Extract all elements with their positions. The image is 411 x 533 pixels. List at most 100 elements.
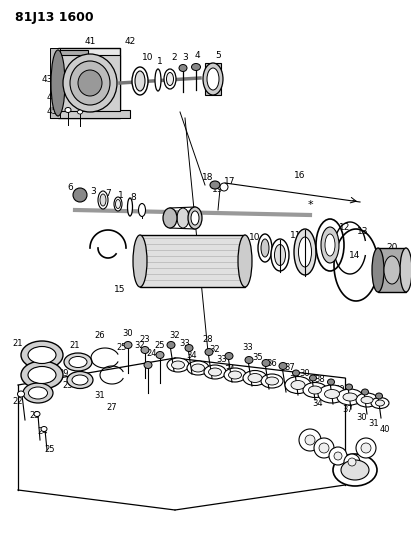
- Ellipse shape: [261, 239, 269, 257]
- Bar: [58, 50, 88, 116]
- Ellipse shape: [78, 70, 102, 96]
- Text: 18: 18: [202, 174, 214, 182]
- Text: 7: 7: [105, 189, 111, 198]
- Ellipse shape: [271, 239, 289, 271]
- Text: 36: 36: [267, 359, 277, 368]
- Text: 27: 27: [107, 403, 117, 413]
- Text: 37: 37: [285, 364, 296, 373]
- Ellipse shape: [132, 67, 148, 95]
- Text: 24: 24: [147, 350, 157, 359]
- Text: 14: 14: [349, 252, 361, 261]
- Text: 23: 23: [30, 410, 40, 419]
- Circle shape: [348, 458, 356, 466]
- Text: 23: 23: [63, 381, 73, 390]
- Ellipse shape: [28, 387, 48, 399]
- Ellipse shape: [372, 248, 384, 292]
- Ellipse shape: [72, 375, 88, 385]
- Ellipse shape: [141, 346, 149, 353]
- Ellipse shape: [204, 365, 226, 379]
- Ellipse shape: [185, 344, 193, 351]
- Text: 15: 15: [114, 286, 126, 295]
- Ellipse shape: [177, 208, 189, 228]
- Ellipse shape: [135, 71, 145, 91]
- Bar: [140, 235, 245, 287]
- Ellipse shape: [291, 381, 305, 390]
- Bar: [58, 55, 120, 111]
- Ellipse shape: [67, 372, 93, 389]
- Ellipse shape: [34, 411, 40, 416]
- Ellipse shape: [205, 349, 213, 356]
- Ellipse shape: [124, 342, 132, 349]
- Ellipse shape: [248, 374, 262, 383]
- Ellipse shape: [51, 50, 65, 116]
- Ellipse shape: [70, 61, 110, 105]
- Ellipse shape: [371, 398, 389, 408]
- Text: 9: 9: [272, 243, 278, 252]
- Text: 81J13 1600: 81J13 1600: [15, 12, 94, 25]
- Text: 37: 37: [343, 406, 353, 415]
- Text: 32: 32: [290, 376, 300, 384]
- Ellipse shape: [279, 362, 287, 369]
- Ellipse shape: [346, 384, 353, 390]
- Text: 28: 28: [363, 398, 373, 407]
- Ellipse shape: [303, 383, 327, 398]
- Circle shape: [220, 183, 228, 191]
- Ellipse shape: [341, 460, 369, 480]
- Text: 17: 17: [224, 177, 236, 187]
- Ellipse shape: [28, 367, 56, 384]
- Ellipse shape: [275, 245, 286, 265]
- Ellipse shape: [167, 358, 189, 372]
- Text: 25: 25: [45, 446, 55, 455]
- Circle shape: [356, 438, 376, 458]
- Text: 24: 24: [38, 427, 48, 437]
- Text: 35: 35: [253, 353, 263, 362]
- Text: 3: 3: [90, 188, 96, 197]
- Circle shape: [73, 188, 87, 202]
- Text: 45: 45: [46, 108, 58, 117]
- Ellipse shape: [298, 237, 312, 267]
- Ellipse shape: [188, 207, 202, 229]
- Ellipse shape: [28, 346, 56, 364]
- Ellipse shape: [325, 390, 339, 399]
- Text: 10: 10: [249, 233, 261, 243]
- Text: 21: 21: [13, 338, 23, 348]
- Ellipse shape: [376, 400, 385, 406]
- Ellipse shape: [258, 234, 272, 262]
- Ellipse shape: [127, 198, 132, 216]
- Ellipse shape: [179, 64, 187, 71]
- Bar: [378, 248, 406, 292]
- Ellipse shape: [187, 361, 209, 375]
- Text: 46: 46: [337, 454, 347, 463]
- Text: 31: 31: [317, 392, 327, 400]
- Ellipse shape: [321, 227, 339, 263]
- Ellipse shape: [362, 389, 369, 395]
- Ellipse shape: [41, 426, 47, 432]
- Ellipse shape: [18, 391, 25, 397]
- Text: 25: 25: [117, 343, 127, 352]
- Ellipse shape: [114, 197, 122, 211]
- Ellipse shape: [164, 69, 176, 89]
- Text: 32: 32: [135, 341, 145, 350]
- Ellipse shape: [166, 72, 173, 85]
- Text: 1: 1: [157, 58, 163, 67]
- Ellipse shape: [229, 371, 242, 379]
- Text: *: *: [307, 200, 313, 210]
- Text: 25: 25: [155, 341, 165, 350]
- Text: 22: 22: [13, 398, 23, 407]
- Ellipse shape: [115, 199, 120, 208]
- Text: 43: 43: [42, 76, 53, 85]
- Text: 42: 42: [125, 37, 136, 46]
- Text: 41: 41: [84, 37, 96, 46]
- Ellipse shape: [245, 357, 253, 364]
- Ellipse shape: [191, 211, 199, 225]
- Ellipse shape: [343, 393, 357, 401]
- Ellipse shape: [361, 397, 373, 403]
- Ellipse shape: [21, 361, 63, 389]
- Text: 32: 32: [170, 330, 180, 340]
- Text: 19: 19: [212, 185, 224, 195]
- Ellipse shape: [225, 352, 233, 359]
- Text: 28: 28: [50, 353, 60, 362]
- Text: 33: 33: [302, 385, 313, 394]
- Ellipse shape: [133, 235, 147, 287]
- Ellipse shape: [207, 68, 219, 90]
